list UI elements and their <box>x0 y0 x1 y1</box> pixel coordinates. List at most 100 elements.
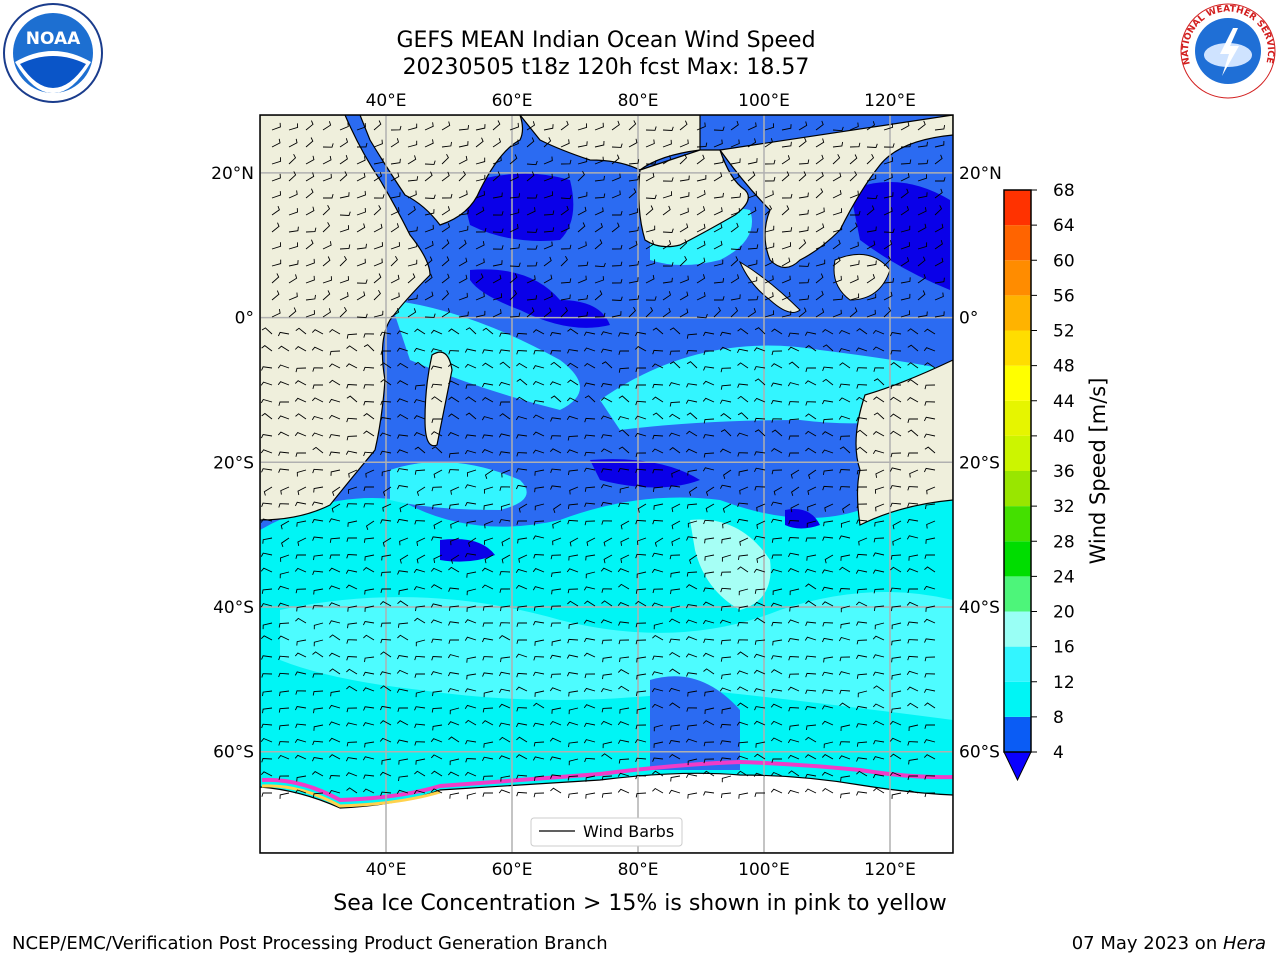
colorbar-tick-label: 36 <box>1053 462 1075 482</box>
wind-barb <box>532 449 545 454</box>
wind-barb <box>907 502 919 508</box>
wind-barb <box>832 172 842 182</box>
wind-barb <box>441 256 450 267</box>
wind-barb <box>432 503 443 510</box>
wind-barb <box>407 226 418 233</box>
wind-barb <box>550 395 562 403</box>
wind-barb <box>890 452 902 458</box>
wind-barb <box>720 413 732 420</box>
wind-barb <box>651 568 664 574</box>
wind-barb <box>441 273 450 284</box>
wind-barb <box>840 605 851 613</box>
wind-barb <box>645 205 654 216</box>
wind-barb <box>294 501 307 507</box>
wind-barb <box>891 622 902 630</box>
wind-barb <box>297 486 307 496</box>
wind-barb <box>345 450 358 455</box>
wind-barb <box>447 654 460 659</box>
wind-barb <box>390 138 400 148</box>
wind-barb <box>560 120 569 131</box>
wind-barb <box>855 569 868 574</box>
wind-barb <box>635 519 647 525</box>
wind-barb <box>543 241 553 250</box>
wind-barb <box>328 585 341 590</box>
wind-barb <box>883 157 894 165</box>
wind-barb <box>492 211 504 216</box>
wind-barb <box>790 469 800 479</box>
wind-barb <box>356 190 366 199</box>
wind-barb <box>482 672 494 677</box>
wind-barb <box>424 224 434 233</box>
wind-barb <box>482 707 494 713</box>
wind-barb <box>396 518 409 524</box>
wind-barb <box>907 429 919 437</box>
wind-barb <box>390 255 398 267</box>
wind-barb <box>515 686 528 692</box>
wind-barb <box>875 469 885 478</box>
wind-barb <box>466 469 477 477</box>
wind-barb <box>278 401 290 406</box>
wind-barb <box>577 311 588 318</box>
wind-barb <box>398 775 409 782</box>
wind-barb <box>821 586 834 592</box>
wind-barb <box>356 313 368 319</box>
wind-barb <box>617 788 630 794</box>
wind-barb <box>670 588 681 595</box>
wind-barb <box>577 157 588 165</box>
wind-barb <box>668 739 681 745</box>
wind-barb <box>328 414 341 420</box>
wind-barb <box>515 722 528 728</box>
wind-barb <box>771 418 783 423</box>
colorbar-bin <box>1004 541 1031 577</box>
wind-barb <box>850 210 861 216</box>
wind-barb <box>702 467 715 472</box>
wind-barb <box>907 702 919 709</box>
wind-barb <box>764 292 774 301</box>
wind-barb <box>261 468 273 473</box>
wind-barb <box>662 228 674 233</box>
wind-barb <box>263 486 273 496</box>
wind-barb <box>278 707 290 713</box>
wind-barb <box>617 467 630 473</box>
wind-barb <box>390 207 400 216</box>
wind-barb <box>356 243 367 250</box>
wind-barb <box>329 537 341 543</box>
wind-barb <box>646 159 657 165</box>
wind-barb <box>567 600 579 607</box>
wind-barb <box>770 448 783 454</box>
wind-barb <box>577 123 588 131</box>
wind-barb <box>432 690 443 697</box>
wind-barb <box>594 262 606 268</box>
wind-barb <box>839 446 851 454</box>
wind-barb <box>906 601 919 607</box>
wind-barb <box>583 347 596 352</box>
wind-barb <box>481 416 494 421</box>
wind-barb <box>339 171 348 182</box>
wind-barb <box>804 331 817 336</box>
wind-barb <box>261 366 273 371</box>
wind-barb <box>770 602 783 607</box>
wind-barb <box>560 244 572 250</box>
wind-barb <box>771 537 783 543</box>
wind-barb <box>924 362 936 369</box>
wind-barb <box>516 332 528 338</box>
wind-barb <box>619 656 630 663</box>
wind-barb <box>345 569 358 574</box>
wind-barb <box>288 171 297 182</box>
wind-barb <box>679 291 689 301</box>
wind-barb <box>669 327 681 335</box>
wind-zone-dark-equator <box>470 269 610 328</box>
wind-barb <box>551 707 562 714</box>
wind-barb <box>756 503 766 512</box>
wind-barb <box>363 344 375 352</box>
wind-barb <box>475 258 485 267</box>
wind-barb <box>849 275 859 284</box>
wind-barb <box>549 720 562 726</box>
wind-barb <box>891 690 902 698</box>
wind-barb <box>498 703 511 709</box>
wind-barb <box>407 259 418 267</box>
wind-barb <box>703 668 715 675</box>
wind-barb <box>696 142 708 148</box>
wind-barb <box>567 328 579 335</box>
wind-barb <box>311 329 324 335</box>
